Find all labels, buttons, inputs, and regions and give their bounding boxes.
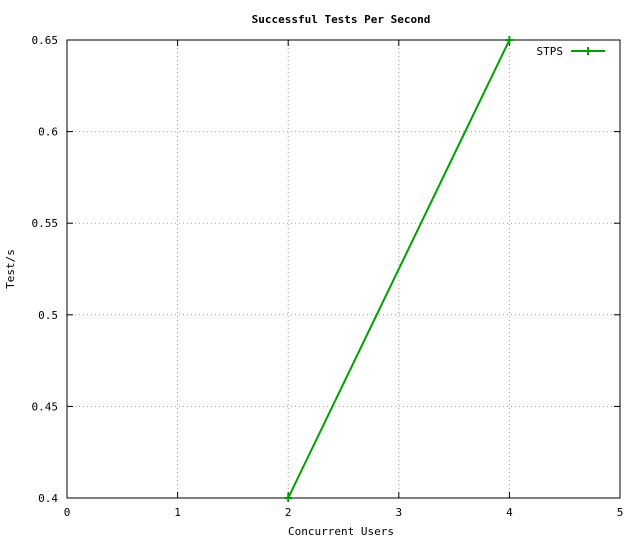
y-tick-label-5: 0.65 [32, 34, 59, 47]
x-tick-label-3: 3 [395, 506, 402, 519]
chart-title: Successful Tests Per Second [252, 13, 431, 26]
x-tick-label-5: 5 [617, 506, 624, 519]
y-tick-label-1: 0.45 [32, 400, 59, 413]
x-tick-label-0: 0 [64, 506, 71, 519]
y-tick-label-3: 0.55 [32, 217, 59, 230]
legend-plus-marker [584, 47, 592, 55]
y-tick-label-4: 0.6 [38, 126, 58, 139]
plot-frame [66, 39, 621, 499]
legend: STPS [537, 45, 605, 58]
x-tick-label-4: 4 [506, 506, 513, 519]
x-tick-label-2: 2 [285, 506, 292, 519]
series-line-stps [287, 39, 511, 499]
y-tick-label-0: 0.4 [38, 492, 58, 505]
grid-lines [67, 40, 620, 498]
x-tick-label-1: 1 [174, 506, 181, 519]
x-axis-label: Concurrent Users [288, 525, 394, 538]
y-axis-label: Test/s [4, 249, 17, 289]
series-layer [284, 36, 514, 502]
axis-ticks [66, 39, 621, 499]
legend-label-stps: STPS [537, 45, 564, 58]
y-tick-label-2: 0.5 [38, 309, 58, 322]
y-axis-tick-labels: 0.4 0.45 0.5 0.55 0.6 0.65 [32, 34, 59, 505]
legend-marker-stps [584, 47, 592, 55]
x-axis-tick-labels: 0 1 2 3 4 5 [64, 506, 624, 519]
data-point-stps-0 [284, 494, 293, 502]
data-point-stps-1 [505, 36, 514, 44]
